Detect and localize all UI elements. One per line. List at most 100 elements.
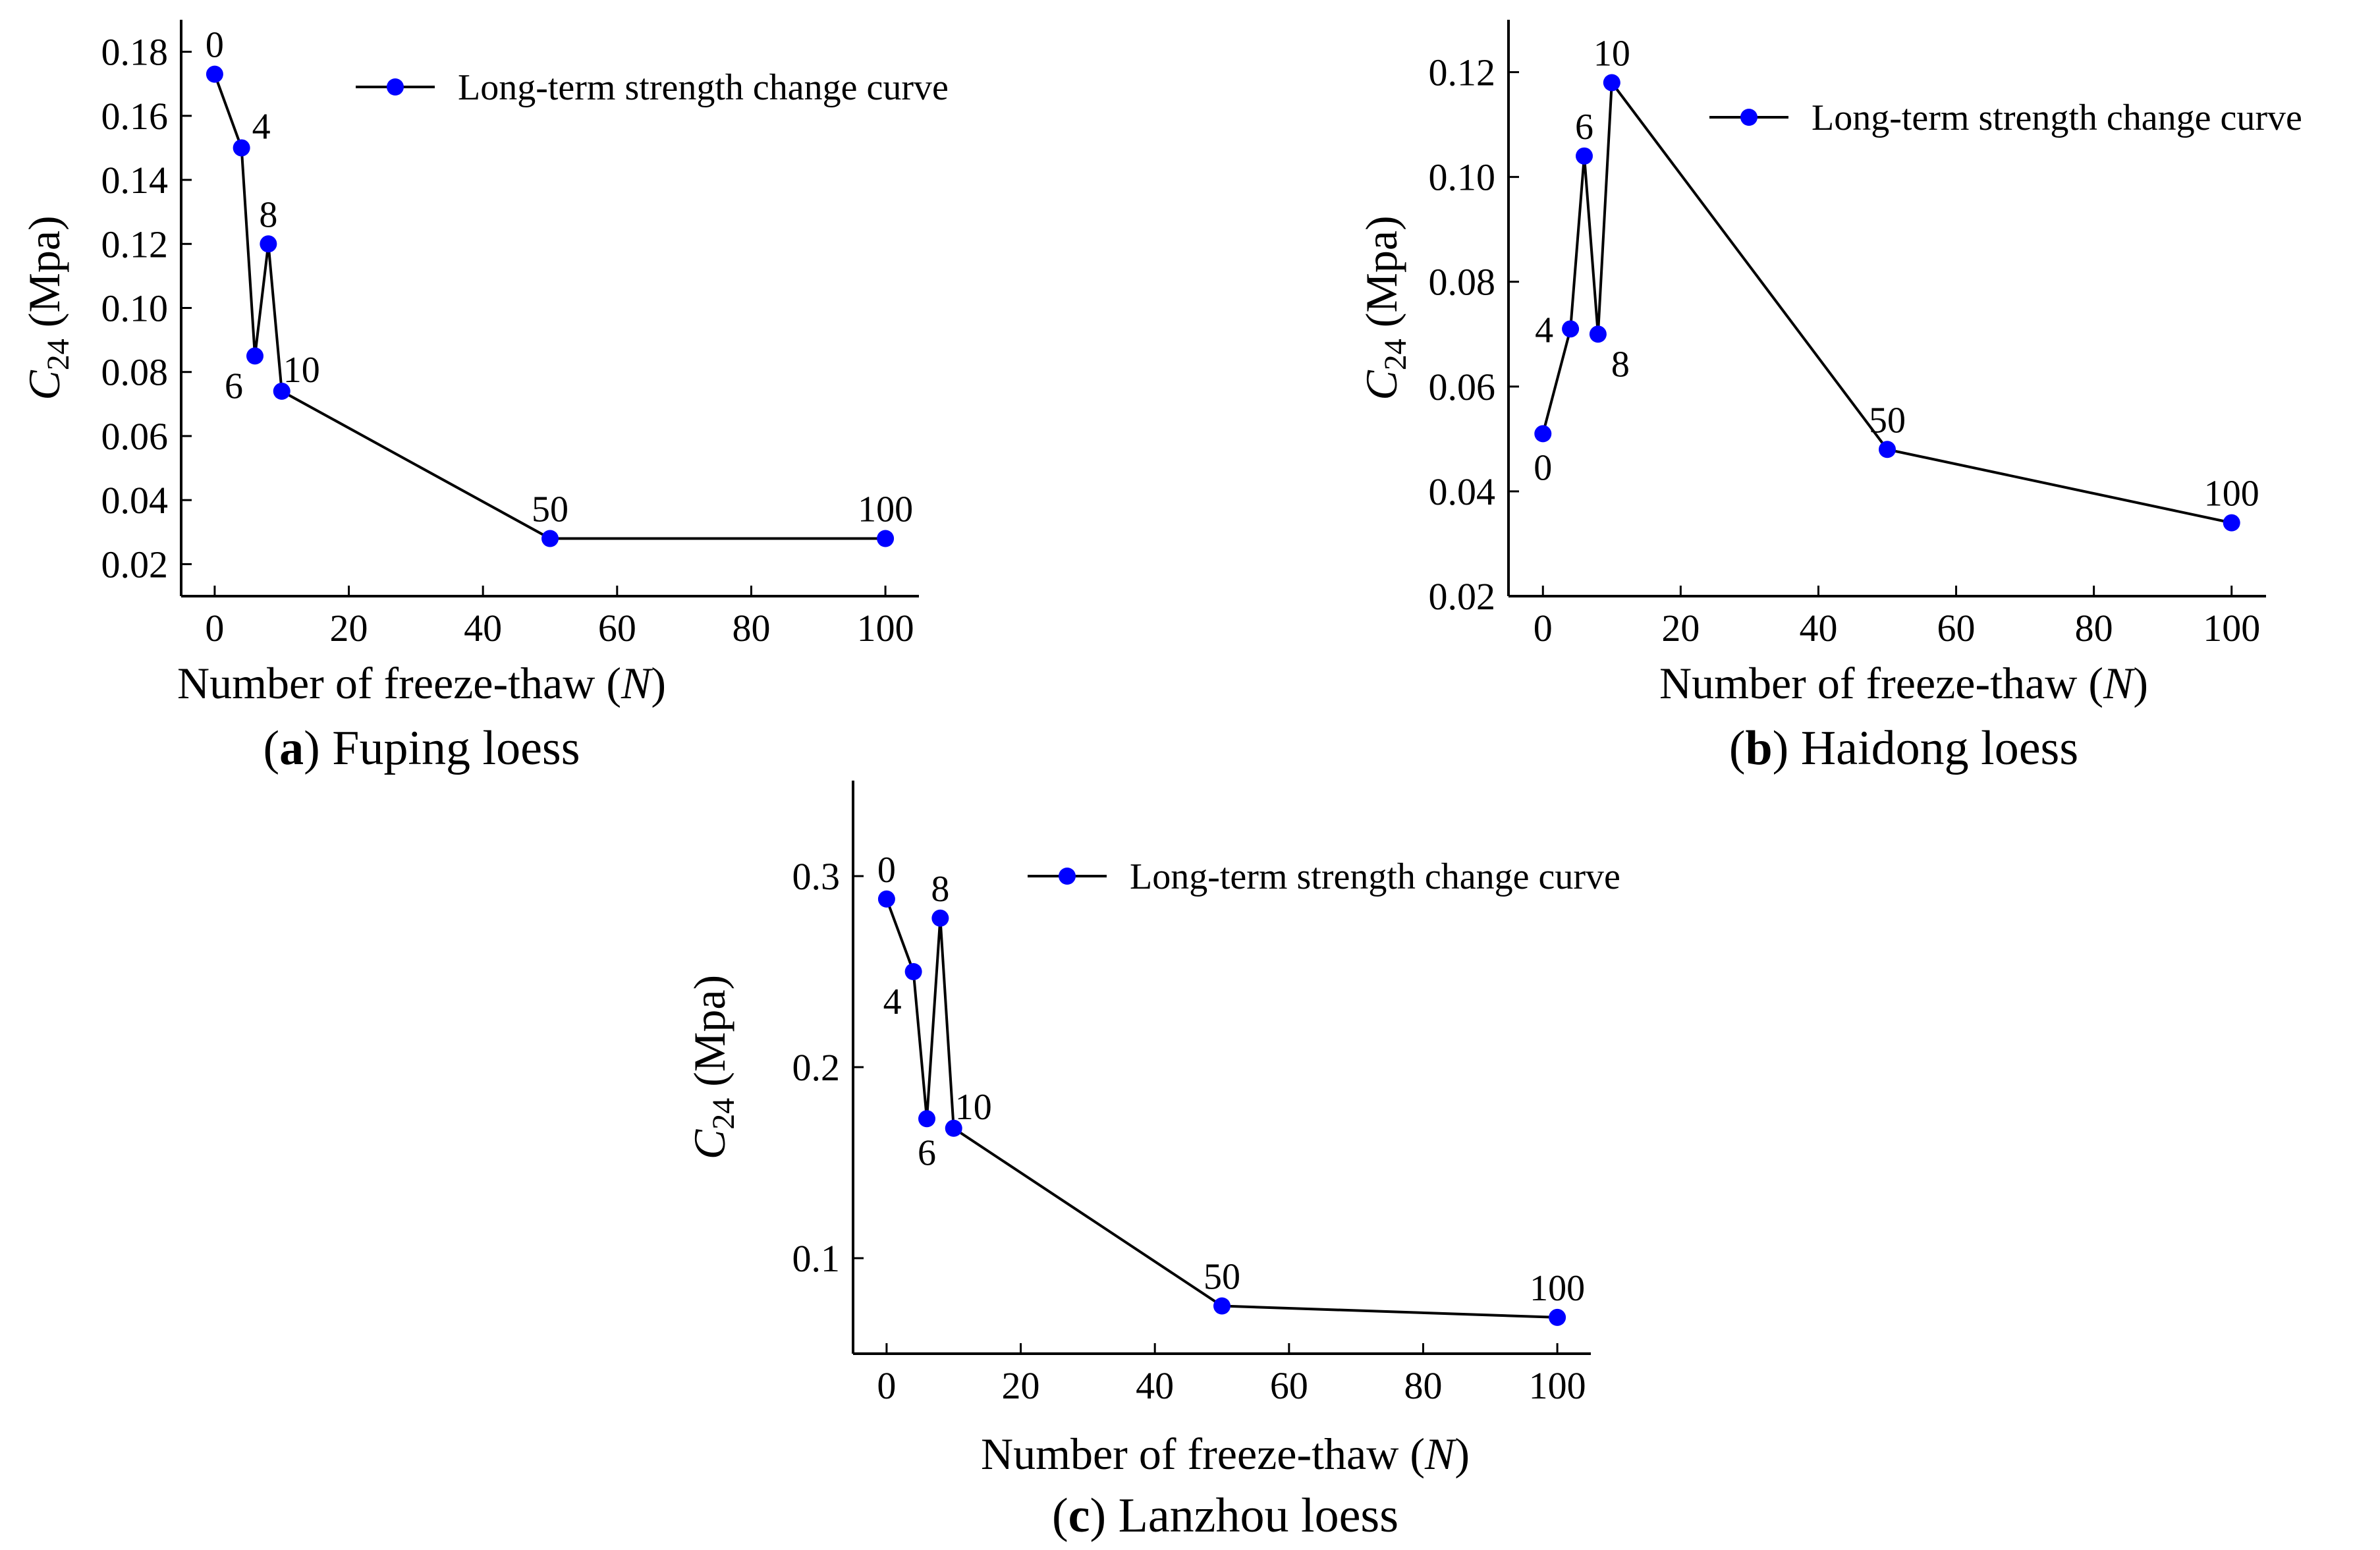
y-tick-label: 0.1 [792,1237,841,1280]
data-point [918,1110,935,1128]
point-label: 6 [918,1132,936,1173]
legend-marker [1740,109,1757,126]
point-label: 0 [1534,447,1552,488]
chart-panel-b: 0 20 40 60 80 1000.020.040.060.080.100.12Numb… [1356,20,2302,775]
data-point [1589,325,1607,343]
x-tick-label: 100 [2203,607,2260,650]
panel-caption: (c) Lanzhou loess [1052,1489,1398,1543]
data-point [273,382,291,400]
x-tick-label: 60 [1937,607,1976,650]
data-point [877,890,895,908]
x-tick-label: 40 [1799,607,1837,650]
data-point [1549,1308,1566,1326]
data-point [1603,74,1620,92]
point-label: 50 [1204,1257,1240,1298]
data-point [260,235,277,253]
data-point [931,909,949,927]
x-tick-label: 20 [330,607,368,650]
point-label: 8 [259,194,277,235]
data-point [1576,147,1593,165]
x-tick-label: 20 [1002,1364,1040,1407]
x-tick-label: 100 [1529,1364,1586,1407]
y-tick-label: 0.2 [792,1046,841,1089]
y-tick-label: 0.06 [1429,366,1496,408]
data-point [1534,425,1552,443]
y-tick-label: 0.04 [101,479,169,522]
point-label: 50 [532,489,568,530]
x-tick-label: 40 [464,607,502,650]
legend: Long-term strength change curve [1028,856,1620,897]
legend-label: Long-term strength change curve [458,67,949,108]
data-point [877,530,895,547]
data-point [233,139,250,157]
y-tick-label: 0.14 [101,159,169,202]
y-axis-title: C24 (Mpa) [1356,215,1413,400]
x-tick-label: 40 [1136,1364,1174,1407]
legend-marker [387,78,404,96]
data-point [246,347,263,365]
point-label: 4 [883,982,902,1022]
y-tick-label: 0.08 [101,351,169,394]
y-tick-label: 0.16 [101,95,169,138]
point-label: 100 [858,489,913,530]
y-tick-label: 0.02 [1429,575,1496,618]
y-tick-label: 0.02 [101,543,169,586]
point-label: 100 [2204,474,2259,514]
y-tick-label: 0.06 [101,415,169,458]
y-axis-title: C24 (Mpa) [19,215,76,400]
data-point [945,1119,962,1137]
x-axis-title: Number of freeze-thaw (N) [981,1429,1470,1479]
y-tick-label: 0.08 [1429,261,1496,304]
data-point [1213,1297,1231,1315]
y-tick-label: 0.18 [101,31,169,74]
legend-marker [1059,868,1076,885]
data-point [541,530,559,547]
x-tick-label: 0 [877,1364,896,1407]
x-axis-title: Number of freeze-thaw (N) [177,658,666,708]
point-label: 10 [1593,33,1630,74]
x-tick-label: 80 [2075,607,2113,650]
series-line [213,73,886,540]
chart-panel-a: 0 20 40 60 80 1000.020.040.060.080.100.120.14… [19,20,949,775]
legend: Long-term strength change curve [356,67,949,108]
point-label: 0 [206,25,224,66]
data-point [2223,514,2240,532]
data-point [904,963,922,980]
point-label: 10 [283,350,320,391]
point-label: 6 [1575,107,1593,148]
y-tick-label: 0.12 [1429,51,1496,94]
point-label: 0 [877,850,896,891]
x-tick-label: 80 [1404,1364,1442,1407]
x-tick-label: 20 [1661,607,1700,650]
point-label: 10 [955,1087,992,1128]
y-tick-label: 0.12 [101,223,169,265]
y-tick-label: 0.10 [1429,156,1496,199]
x-tick-label: 0 [1534,607,1553,650]
y-tick-label: 0.3 [792,855,841,898]
data-point [1879,441,1896,458]
point-label: 8 [1611,344,1630,385]
x-tick-label: 100 [857,607,914,650]
x-tick-label: 60 [598,607,636,650]
x-axis-title: Number of freeze-thaw (N) [1659,658,2148,708]
x-tick-label: 80 [732,607,770,650]
point-label: 4 [1535,310,1553,350]
legend: Long-term strength change curve [1709,97,2302,138]
y-tick-label: 0.10 [101,287,169,330]
point-label: 100 [1530,1268,1585,1309]
x-tick-label: 0 [205,607,224,650]
y-tick-label: 0.04 [1429,470,1496,513]
data-point [206,65,223,83]
x-tick-label: 60 [1270,1364,1308,1407]
panel-caption: (b) Haidong loess [1729,721,2078,775]
panel-caption: (a) Fuping loess [263,721,580,775]
point-label: 8 [931,869,949,910]
point-label: 50 [1869,400,1906,441]
legend-label: Long-term strength change curve [1130,856,1620,897]
data-point [1562,320,1580,338]
legend-label: Long-term strength change curve [1812,97,2302,138]
y-axis-title: C24 (Mpa) [684,975,741,1159]
